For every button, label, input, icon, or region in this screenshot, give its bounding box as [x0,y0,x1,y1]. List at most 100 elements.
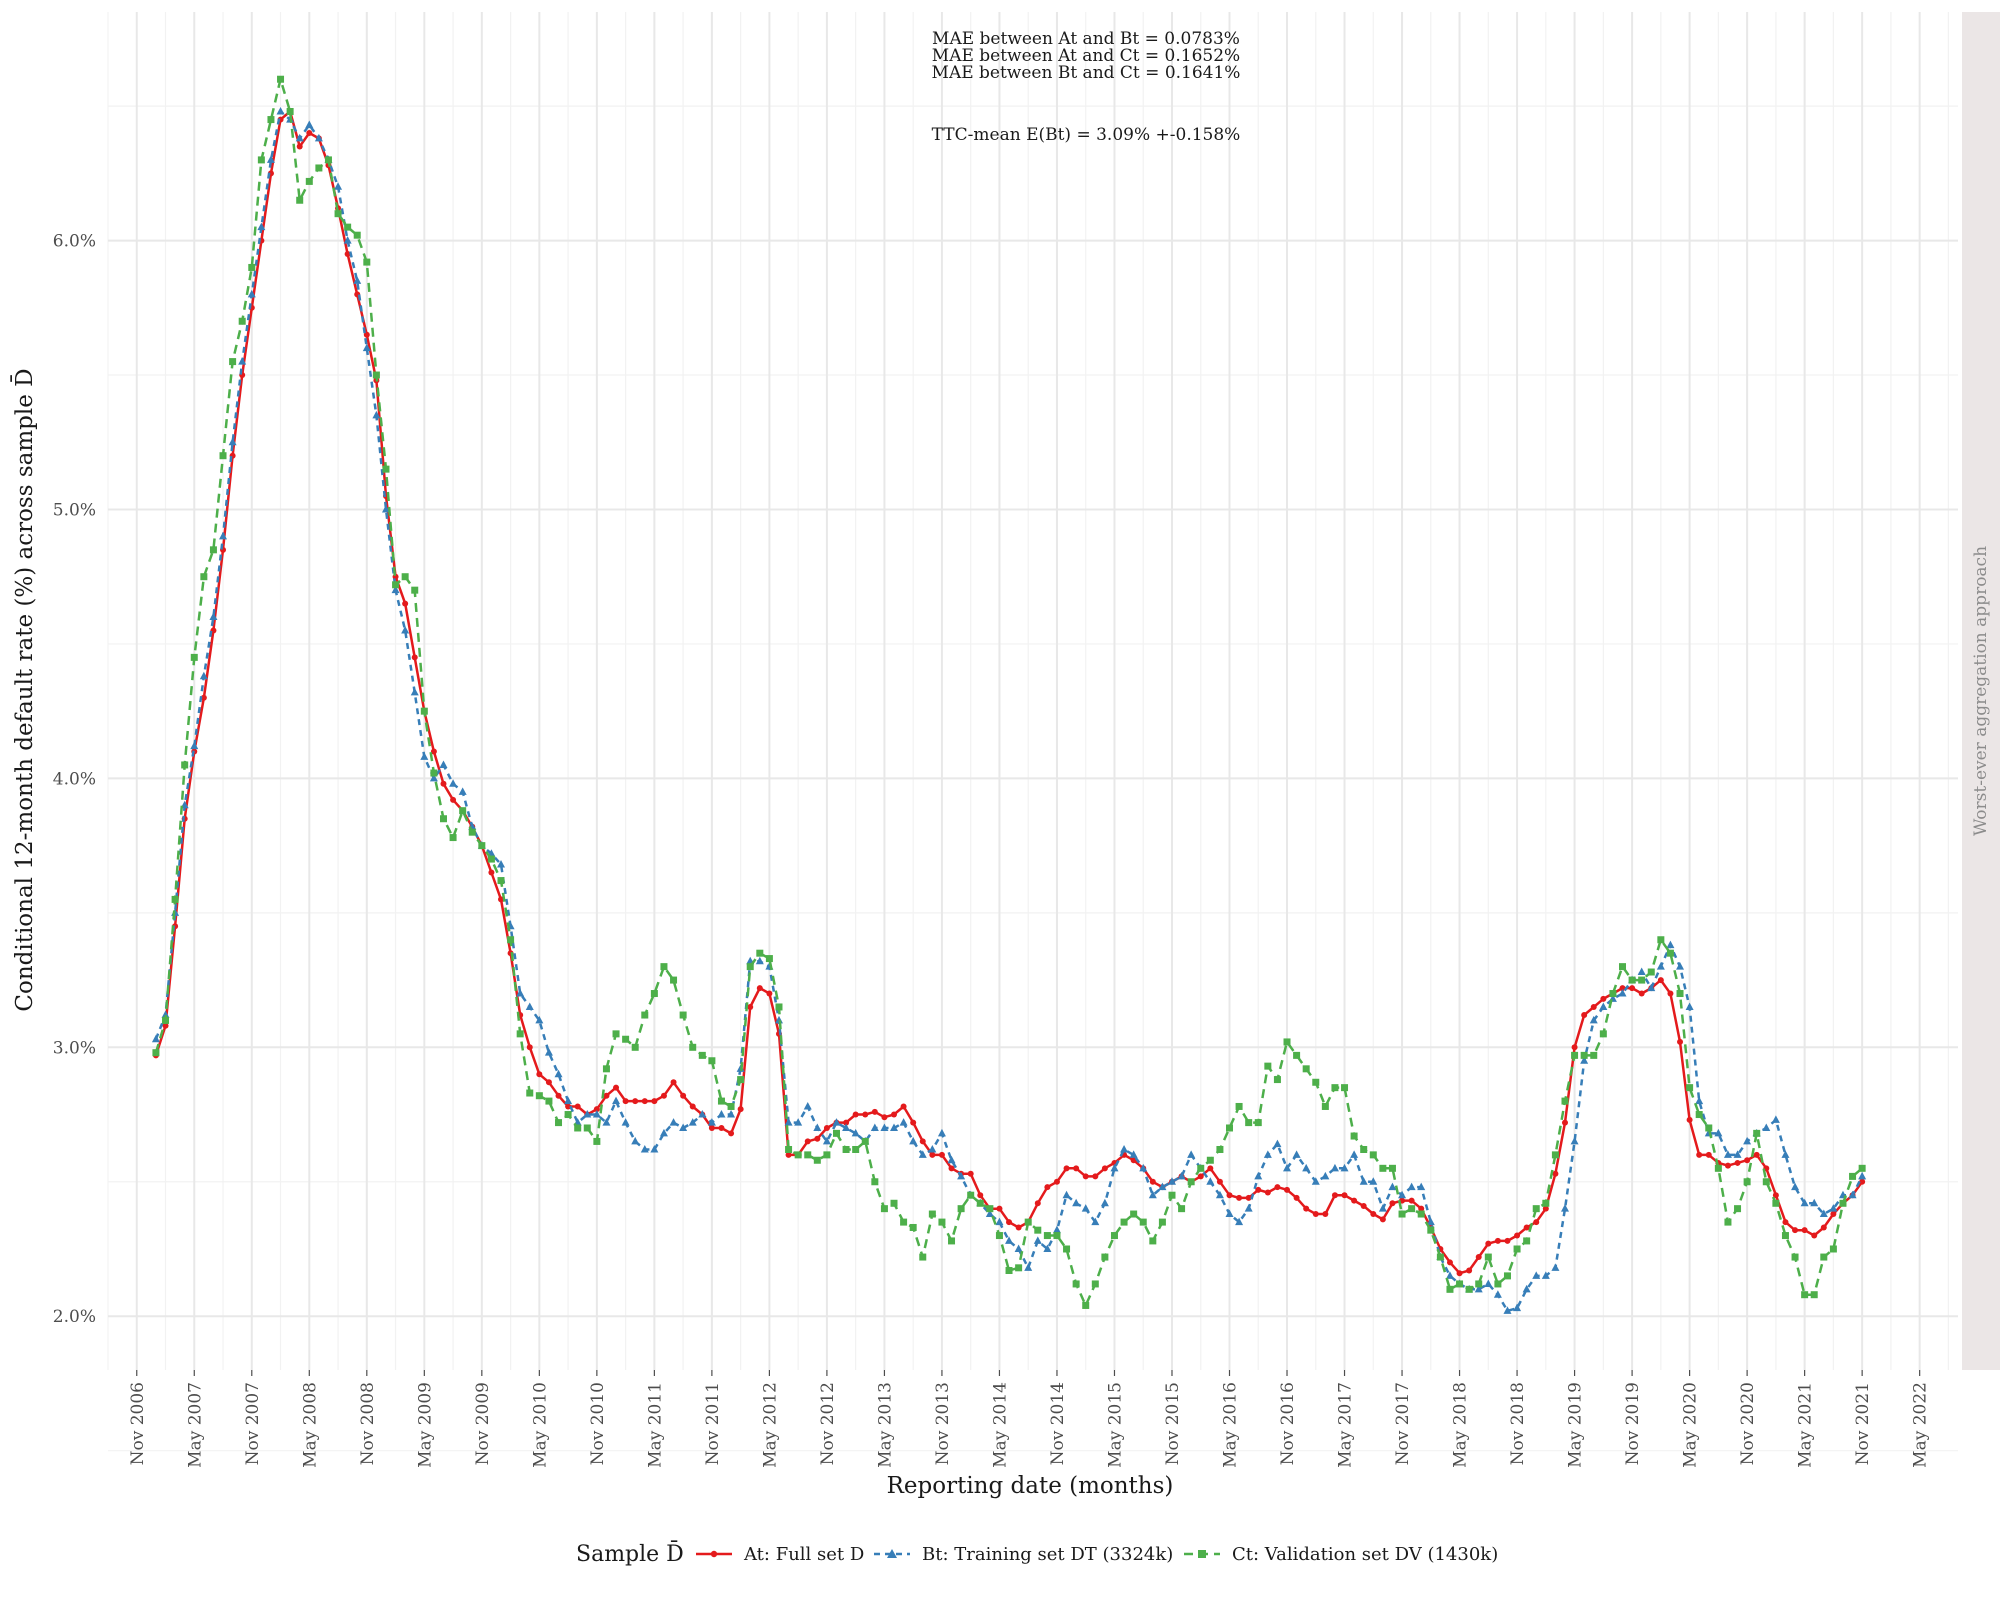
data-point [1781,1232,1789,1240]
data-point [737,1076,745,1084]
data-point [592,1110,601,1118]
data-point [967,1170,974,1177]
data-point [200,694,207,701]
data-point [1024,1218,1032,1226]
data-point [852,1145,860,1153]
data-point [1312,1211,1319,1218]
data-point [305,177,313,185]
data-point [1599,1030,1607,1038]
data-point [1418,1205,1425,1212]
data-point [1082,1301,1090,1309]
data-point [891,1111,898,1118]
data-point [1053,1232,1061,1240]
series-layer [151,75,1867,1314]
x-tick-label: Nov 2009 [473,1382,493,1465]
data-point [583,1110,592,1118]
data-point [1014,1244,1023,1252]
data-point [1522,1284,1531,1293]
data-point [1254,1119,1262,1127]
data-point [545,1079,552,1086]
data-point [1513,1245,1521,1253]
data-point [507,936,515,944]
data-point [314,133,323,142]
data-point [535,1092,543,1100]
data-point [1283,1163,1292,1172]
data-point [631,1043,639,1051]
data-point [1340,1163,1349,1172]
data-point [1139,1218,1147,1226]
data-point [1734,1205,1742,1213]
data-point [650,990,658,998]
data-point [1369,1177,1378,1185]
data-point [756,985,763,992]
data-point [1215,1190,1224,1199]
data-point [717,1097,725,1105]
data-point [1666,949,1674,957]
data-point [295,133,304,142]
data-point [286,107,294,115]
data-point [1110,1232,1118,1240]
x-tick-label: Nov 2011 [703,1382,723,1465]
data-point [832,1118,841,1126]
data-point [1284,1186,1291,1193]
data-point [1158,1218,1166,1226]
data-point [1723,1150,1732,1158]
data-point [1302,1163,1311,1172]
data-point [1426,1217,1435,1226]
data-point [603,1092,610,1099]
data-point [574,1124,582,1132]
data-point [219,531,228,540]
data-point [804,1138,811,1145]
data-point [1101,1165,1108,1172]
data-point [689,1043,697,1051]
data-point [1263,1150,1272,1158]
data-point [162,1016,170,1024]
data-point [1378,1204,1387,1212]
data-point [1753,1129,1761,1137]
data-point [535,1015,544,1024]
data-point [1024,1263,1033,1271]
x-tick-label: Nov 2017 [1393,1382,1413,1465]
data-point [402,600,409,607]
data-point [411,586,419,594]
data-point [832,1129,840,1137]
data-point [880,1123,889,1131]
data-point [1580,1051,1588,1059]
data-point [1092,1173,1099,1180]
data-point [1590,1003,1597,1010]
data-point [995,1217,1004,1226]
data-point [890,1199,898,1207]
data-point [1120,1218,1128,1226]
data-point [660,1092,667,1099]
data-point [909,1136,918,1145]
data-point [1158,1182,1167,1191]
data-point [1541,1271,1550,1279]
data-point [1398,1210,1406,1218]
data-point [1619,963,1627,971]
data-point [1197,1173,1204,1180]
x-tick-label: May 2022 [1911,1382,1931,1468]
data-point [324,156,332,164]
data-point [1177,1171,1186,1180]
data-point [450,796,457,803]
data-point [536,1071,543,1078]
x-tick-label: Nov 2015 [1163,1382,1183,1465]
data-point [334,210,342,218]
y-axis-ticks: 2.0% 3.0% 4.0% 5.0% 6.0% [53,232,96,1328]
data-point [1474,1284,1483,1293]
x-tick-label: May 2020 [1681,1382,1701,1468]
x-tick-label: May 2012 [760,1382,780,1468]
legend-label-c: Ct: Validation set DV (1430k) [1232,1544,1498,1565]
data-point [1762,1178,1770,1186]
data-point [238,357,247,365]
data-point [842,1145,850,1153]
data-point [1341,1084,1349,1092]
data-point [1321,1171,1330,1180]
data-point [382,465,390,473]
data-point [708,1124,715,1131]
data-point [1542,1205,1549,1212]
data-point [919,1253,927,1261]
x-tick-label: May 2014 [990,1382,1010,1468]
data-point [1772,1192,1779,1199]
data-point [612,1096,621,1105]
